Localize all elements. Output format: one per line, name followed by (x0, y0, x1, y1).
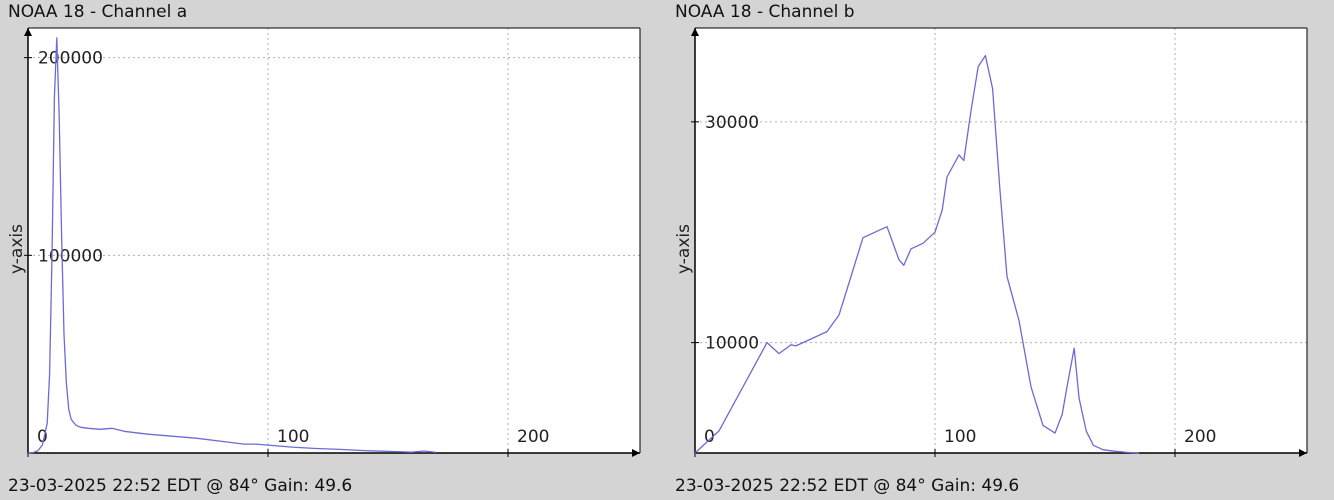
chart-plot-b: 0 100 200 10000 30000 y-axis (674, 27, 1308, 457)
chart-panel-a: NOAA 18 - Channel a 0 100 200 100000 200000 y… (7, 2, 641, 496)
x-tick-label: 200 (517, 427, 549, 447)
x-axis-arrow (632, 449, 640, 457)
x-tick-label: 200 (1184, 427, 1216, 447)
y-axis-label: y-axis (674, 224, 694, 274)
plot-background (695, 28, 1307, 453)
y-axis-arrow (24, 28, 32, 36)
plot-background (28, 28, 640, 453)
y-tick-label: 100000 (38, 246, 103, 266)
x-tick-label: 100 (944, 427, 976, 447)
chart-plot-a: 0 100 200 100000 200000 y-axis (7, 27, 641, 457)
x-tick-label: 100 (277, 427, 309, 447)
x-tick-label: 0 (37, 427, 48, 447)
y-tick-label: 10000 (705, 334, 759, 354)
series-line (27, 37, 437, 454)
x-axis-arrow (1299, 449, 1307, 457)
y-tick-label: 200000 (38, 49, 103, 69)
chart-title: NOAA 18 - Channel b (675, 2, 855, 22)
chart-panel-b: NOAA 18 - Channel b 0 100 200 10000 30000 y-a… (667, 0, 1334, 500)
chart-title: NOAA 18 - Channel a (8, 2, 188, 22)
x-tick-label: 0 (704, 427, 715, 447)
chart-footer: 23-03-2025 22:52 EDT @ 84° Gain: 49.6 (675, 476, 1020, 496)
y-axis-arrow (691, 28, 699, 36)
series-line (694, 54, 1140, 454)
chart-footer: 23-03-2025 22:52 EDT @ 84° Gain: 49.6 (8, 476, 353, 496)
y-axis-label: y-axis (7, 224, 27, 274)
y-tick-label: 30000 (705, 113, 759, 133)
